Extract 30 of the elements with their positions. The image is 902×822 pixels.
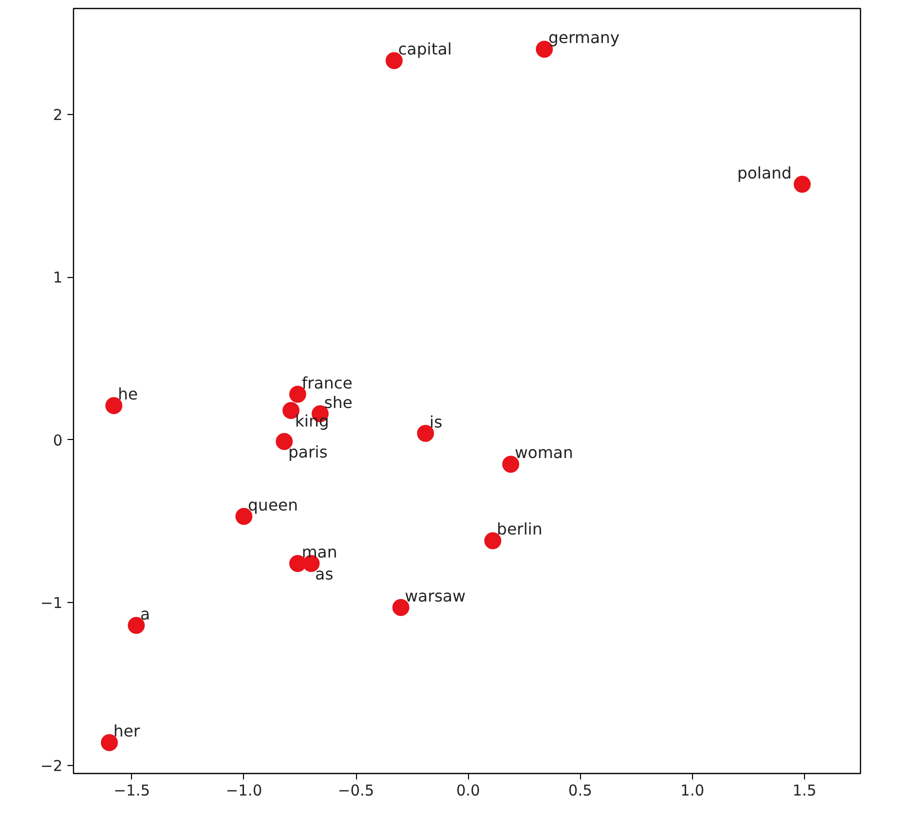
point [794,176,811,193]
annotation: as [315,564,334,584]
x-tick-label: 0.5 [568,782,592,800]
annotation: is [430,412,442,432]
annotation: queen [248,495,298,514]
annotation: poland [737,163,792,182]
annotation: her [113,722,140,741]
y-tick-label: 2 [52,106,63,124]
annotation: warsaw [404,586,466,606]
annotation: woman [514,443,574,462]
x-tick-label: −0.5 [338,782,374,800]
annotation: paris [288,442,328,462]
annotation: capital [398,40,452,59]
annotation: he [118,384,138,404]
annotation: germany [548,28,620,48]
annotation: she [324,392,352,412]
x-tick-label: 0.0 [456,782,480,800]
annotation: france [302,373,353,392]
annotation: berlin [496,520,542,539]
y-tick-label: 0 [52,431,63,450]
annotation: man [302,542,338,562]
y-tick-label: −1 [40,594,63,612]
annotation: king [294,412,330,431]
y-tick-label: 1 [52,268,63,287]
x-tick-label: −1.5 [114,782,150,800]
annotation: a [140,604,150,624]
x-tick-label: 1.0 [680,782,704,800]
x-tick-label: −1.0 [226,782,262,800]
x-tick-label: 1.5 [792,782,816,800]
y-tick-label: −2 [40,756,63,775]
